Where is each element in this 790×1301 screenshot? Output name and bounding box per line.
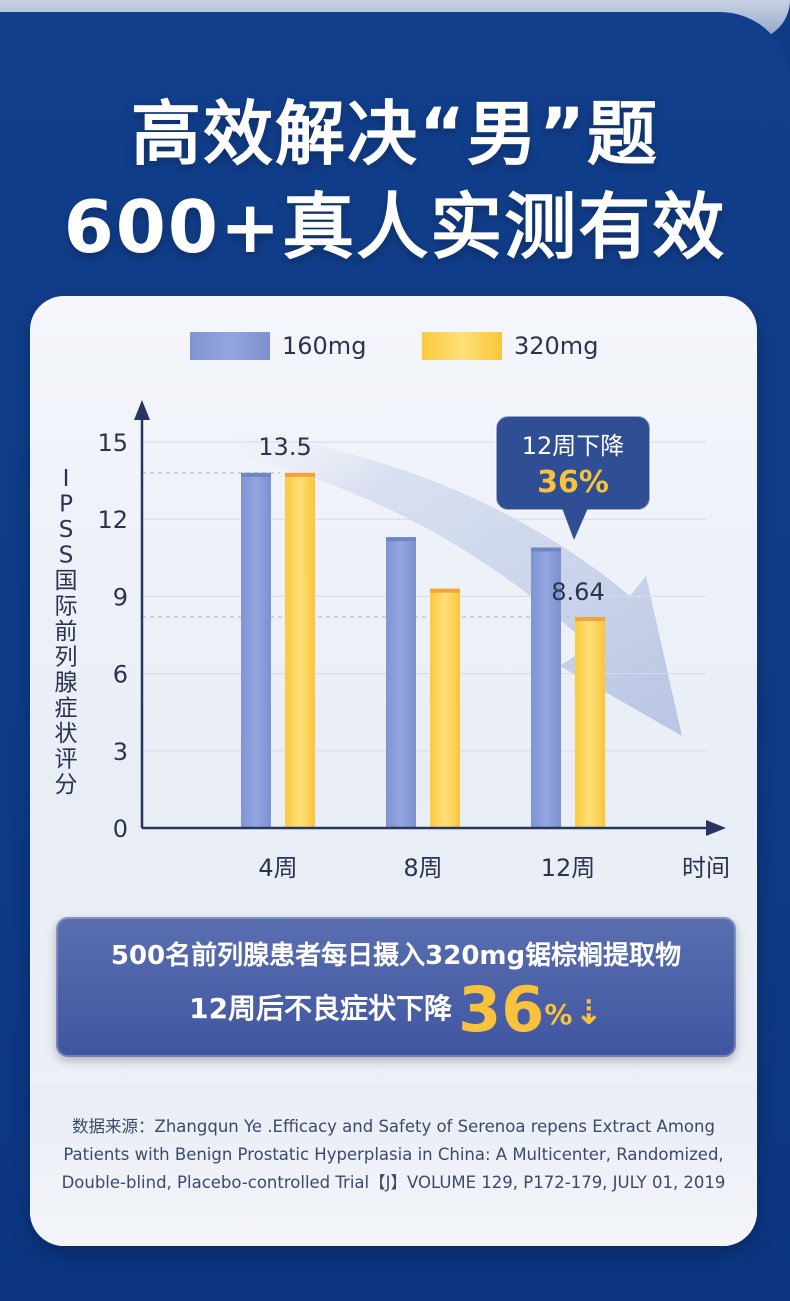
legend-swatch-160mg [190, 332, 270, 360]
callout-line2: 36% [537, 465, 609, 500]
source-line3: Double-blind, Placebo-controlled Trial【J… [61, 1173, 726, 1192]
bar-320mg-8周 [430, 588, 460, 828]
legend: 160mg 320mg [190, 332, 598, 360]
headline-line1: 高效解决“男”题 [130, 93, 659, 175]
bar-160mg-12周 [531, 547, 561, 828]
banner-line2-row: 12周后不良症状下降 36 % ⇣ [56, 979, 736, 1041]
source-line2: Patients with Benign Prostatic Hyperplas… [63, 1145, 724, 1164]
y-axis-arrowhead [134, 400, 150, 420]
trend-arrow [170, 424, 682, 736]
legend-swatch-320mg [422, 332, 502, 360]
data-label-4w: 13.5 [258, 433, 311, 461]
y-tick-9: 9 [113, 583, 128, 611]
source-line1: 数据来源：Zhangqun Ye .Efficacy and Safety of… [72, 1117, 715, 1136]
bar-cap-320mg-8周 [430, 588, 460, 593]
bar-cap-320mg-4周 [285, 472, 315, 477]
x-tick-8周: 8周 [403, 854, 442, 882]
down-arrow-icon: ⇣ [574, 993, 603, 1033]
x-axis-ticks: 4周 8周 12周 [258, 854, 595, 882]
reduction-callout: 12周下降 36% [495, 415, 651, 540]
chart-card: 160mg 320mg 0 3 6 9 12 15 4周 8周 12周 时间 I P S S 国际前列… [30, 296, 757, 1246]
callout-line1: 12周下降 [522, 432, 625, 460]
legend-label-160mg: 160mg [282, 332, 366, 360]
banner-percent: % [544, 998, 573, 1031]
source-citation: 数据来源：Zhangqun Ye .Efficacy and Safety of… [30, 1113, 757, 1197]
data-label-12w: 8.64 [551, 578, 604, 606]
banner-big-value: 36 [458, 973, 545, 1046]
y-tick-15: 15 [97, 429, 128, 457]
banner-line1: 500名前列腺患者每日摄入320mg锯棕榈提取物 [110, 941, 682, 971]
bar-160mg-4周 [241, 472, 271, 828]
bar-320mg-12周 [575, 616, 605, 828]
y-tick-0: 0 [113, 815, 128, 843]
bar-cap-160mg-4周 [241, 472, 271, 477]
y-tick-6: 6 [113, 661, 128, 689]
legend-label-320mg: 320mg [514, 332, 598, 360]
result-banner: 500名前列腺患者每日摄入320mg锯棕榈提取物 12周后不良症状下降 36 %… [56, 917, 736, 1057]
bar-cap-160mg-12周 [531, 547, 561, 552]
card-footer-area [30, 1086, 757, 1246]
bars [241, 472, 605, 828]
bar-cap-320mg-12周 [575, 616, 605, 621]
banner-line2: 12周后不良症状下降 [189, 992, 453, 1025]
y-tick-3: 3 [113, 738, 128, 766]
x-axis-arrowhead [706, 820, 726, 836]
y-axis-label: I P S S 国际前列腺症状评分 [55, 466, 78, 798]
headline-line2: 600+真人实测有效 [63, 185, 727, 269]
x-tick-12周: 12周 [541, 854, 596, 882]
x-axis-label: 时间 [682, 854, 730, 882]
bar-cap-160mg-8周 [386, 537, 416, 542]
bar-320mg-4周 [285, 472, 315, 828]
bar-160mg-8周 [386, 537, 416, 828]
x-tick-4周: 4周 [258, 854, 297, 882]
y-tick-12: 12 [97, 506, 128, 534]
y-axis-ticks: 0 3 6 9 12 15 [97, 429, 128, 843]
bar-chart: 160mg 320mg 0 3 6 9 12 15 4周 8周 12周 时间 I P S S 国际前列… [55, 332, 730, 882]
